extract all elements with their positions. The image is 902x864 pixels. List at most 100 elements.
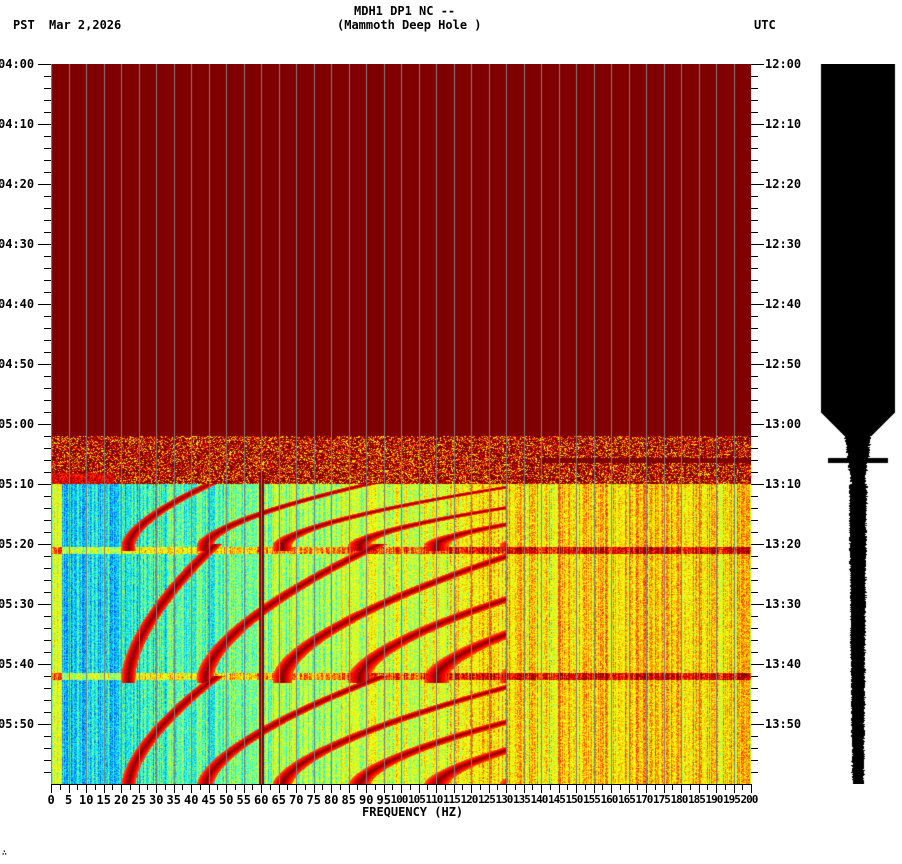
frequency-tick [348,784,350,793]
right-tick [751,436,758,437]
x-axis-title: FREQUENCY (HZ) [362,805,464,819]
frequency-label: 30 [149,793,164,807]
frequency-tick [549,784,551,790]
left-tick [44,568,51,569]
right-time-label: 13:10 [765,477,802,491]
right-tick [751,268,758,269]
right-tick [751,520,758,521]
left-tick [38,64,51,65]
frequency-label: 160 [600,793,619,806]
frequency-tick [296,784,297,793]
left-tick [44,292,51,293]
frequency-tick [619,784,621,790]
left-time-label: 04:10 [0,117,35,131]
frequency-label: 135 [513,793,531,806]
frequency-tick [51,784,52,793]
frequency-tick [611,784,612,793]
right-tick [751,472,758,473]
right-tick [751,208,758,209]
right-tick [751,400,758,401]
left-time-label: 05:10 [0,477,35,491]
frequency-label: 195 [723,793,741,806]
right-tick [751,232,758,233]
frequency-label: 55 [236,793,251,807]
left-tick [38,484,51,485]
frequency-tick [567,784,569,790]
right-tick [751,100,758,101]
right-tick [751,544,764,545]
left-tick [44,172,51,173]
frequency-label: 70 [289,793,304,807]
right-tick [751,136,758,137]
right-tick [751,748,758,749]
left-tick [44,712,51,713]
frequency-tick [532,784,534,790]
right-tick [751,580,758,581]
right-time-label: 12:00 [765,57,802,71]
frequency-tick [479,784,481,790]
left-tick [44,328,51,329]
frequency-label: 185 [688,793,706,806]
seismogram-waveform [820,64,900,784]
frequency-axis-line [51,784,751,785]
frequency-tick [68,784,70,793]
left-time-label: 05:50 [0,717,35,731]
left-tick [44,76,51,77]
right-time-label: 12:30 [765,237,802,251]
frequency-tick [313,784,315,793]
left-tick [38,544,51,545]
left-tick [44,460,51,461]
right-tick [751,628,758,629]
frequency-label: 175 [653,793,671,806]
frequency-tick [374,784,376,790]
left-tick [38,304,51,305]
left-tick [44,688,51,689]
left-tick [44,148,51,149]
frequency-label: 85 [341,793,356,807]
right-tick [751,448,758,449]
right-tick [751,724,764,725]
frequency-tick [173,784,175,793]
right-tick [751,652,758,653]
frequency-tick [602,784,604,790]
right-tick [751,760,758,761]
seismogram-trace [820,64,900,784]
frequency-tick [156,784,157,793]
left-tick [38,364,51,365]
frequency-tick [112,784,114,790]
left-tick [44,628,51,629]
left-tick [38,124,51,125]
frequency-tick [576,784,577,793]
left-time-label: 04:50 [0,357,35,371]
left-tick [44,412,51,413]
frequency-tick [121,784,122,793]
frequency-tick [182,784,184,790]
right-tick [751,88,758,89]
frequency-tick [506,784,507,793]
frequency-tick [514,784,516,790]
frequency-tick [147,784,149,790]
left-tick [44,508,51,509]
frequency-tick [278,784,280,793]
right-tick [751,76,758,77]
frequency-tick [392,784,394,790]
frequency-tick [86,784,87,793]
left-tick [44,556,51,557]
frequency-tick [497,784,499,790]
frequency-tick [94,784,96,790]
left-time-label: 04:20 [0,177,35,191]
right-tick [751,424,764,425]
right-time-label: 13:30 [765,597,802,611]
frequency-tick [681,784,682,793]
right-tick [751,304,764,305]
frequency-label: 5 [65,793,73,807]
left-tick [44,376,51,377]
right-tick [751,712,758,713]
frequency-tick [331,784,332,793]
spectrogram-heatmap [51,64,751,784]
left-time-label: 05:30 [0,597,35,611]
frequency-tick [663,784,665,793]
frequency-label: 180 [670,793,689,806]
right-tick [751,664,764,665]
right-tick [751,280,758,281]
